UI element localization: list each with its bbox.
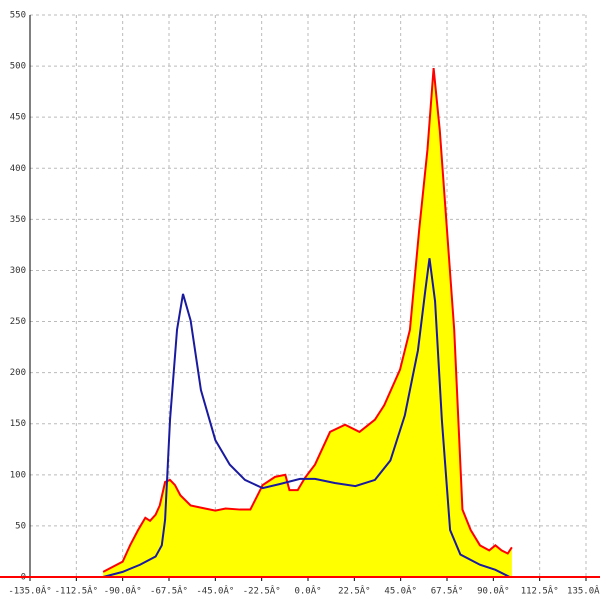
- x-tick-label: 90.0Â°: [477, 585, 510, 597]
- y-tick-label: 50: [15, 521, 26, 531]
- y-tick-label: 500: [10, 62, 26, 72]
- x-tick-label: -135.0Â°: [8, 585, 51, 597]
- y-tick-label: 450: [10, 113, 26, 123]
- x-tick-label: -90.0Â°: [104, 585, 142, 597]
- area-outline: [102, 68, 513, 573]
- y-tick-label: 250: [10, 317, 26, 327]
- x-tick-label: -22.5Â°: [243, 585, 281, 597]
- x-tick-label: 22.5Â°: [338, 585, 371, 597]
- y-tick-label: 300: [10, 266, 26, 276]
- line: [102, 258, 511, 578]
- x-tick-label: 135.0Â°: [567, 585, 600, 597]
- y-tick-label: 400: [10, 164, 26, 174]
- x-tick-label: 45.0Â°: [384, 585, 417, 597]
- y-tick-label: 200: [10, 368, 26, 378]
- area-fill: [103, 68, 512, 577]
- x-tick-label: 112.5Â°: [521, 585, 559, 597]
- y-tick-label: 150: [10, 419, 26, 429]
- y-tick-label: 550: [10, 11, 26, 21]
- x-tick-label: 67.5Â°: [431, 585, 464, 597]
- y-tick-label: 350: [10, 215, 26, 225]
- x-tick-label: -45.0Â°: [196, 585, 234, 597]
- x-tick-label: 0.0Â°: [294, 585, 321, 597]
- y-tick-label: 100: [10, 470, 26, 480]
- x-tick-label: -112.5Â°: [55, 585, 98, 597]
- x-tick-label: -67.5Â°: [150, 585, 188, 597]
